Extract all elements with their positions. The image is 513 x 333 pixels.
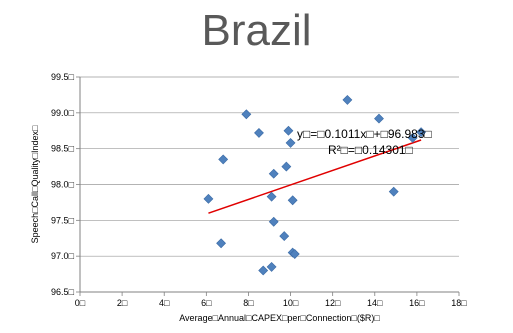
data-point (416, 127, 427, 138)
x-axis-label: Average□Annual□CAPEX□per□Connection□($R)… (179, 313, 380, 323)
data-point (374, 113, 384, 124)
data-point (285, 138, 296, 148)
y-tick-label: 97.5□ (51, 215, 75, 225)
data-point (289, 249, 300, 259)
data-point (218, 154, 229, 165)
x-tick-labels: 0□ 2□ 4□ 6□ 8□ 10□ 12□ 14□ 16□ 18□ (75, 298, 468, 308)
chart-title: Brazil (201, 6, 312, 55)
x-tick-label: 18□ (451, 298, 467, 308)
y-tick-label: 98.0□ (51, 180, 75, 190)
data-point (266, 261, 277, 272)
x-tick-label: 4□ (159, 298, 170, 308)
y-tick-label: 99.0□ (51, 108, 75, 118)
x-tick-label: 10□ (283, 298, 299, 308)
x-tick-label: 0□ (75, 298, 86, 308)
x-tick-label: 14□ (367, 298, 383, 308)
x-tick-label: 16□ (409, 298, 425, 308)
y-tick-label: 99.5□ (51, 72, 75, 82)
y-axis-label: Speech□Call□Quality□Index□ (30, 125, 40, 243)
data-point (258, 265, 269, 276)
data-point (388, 186, 399, 197)
y-tick-label: 97.0□ (51, 251, 75, 261)
data-point (342, 95, 353, 105)
axes (79, 77, 460, 296)
data-point (279, 231, 290, 242)
data-point (287, 195, 298, 206)
x-tick-label: 8□ (243, 298, 254, 308)
data-point (266, 191, 277, 202)
trendline (208, 139, 422, 214)
data-point (241, 109, 252, 120)
y-tick-label: 98.5□ (51, 144, 75, 154)
r-squared-annotation: R²□=□0.14301□ (328, 143, 413, 157)
data-point (281, 161, 292, 172)
data-point (203, 193, 214, 204)
data-point (268, 216, 279, 227)
x-tick-label: 2□ (117, 298, 128, 308)
equation-annotation: y□=□0.1011x□+□96.983□ (297, 127, 432, 141)
data-point (254, 127, 264, 138)
data-points (203, 95, 427, 276)
y-tick-label: 96.5□ (51, 287, 75, 297)
data-point (283, 125, 294, 136)
gridlines (76, 76, 459, 293)
y-tick-labels: 96.5□ 97.0□ 97.5□ 98.0□ 98.5□ 99.0□ 99.5□ (51, 72, 75, 297)
trendline-group (208, 139, 422, 214)
data-point (216, 238, 226, 249)
x-tick-label: 6□ (201, 298, 212, 308)
data-point (407, 132, 418, 143)
x-tick-label: 12□ (325, 298, 341, 308)
data-point (268, 168, 279, 179)
